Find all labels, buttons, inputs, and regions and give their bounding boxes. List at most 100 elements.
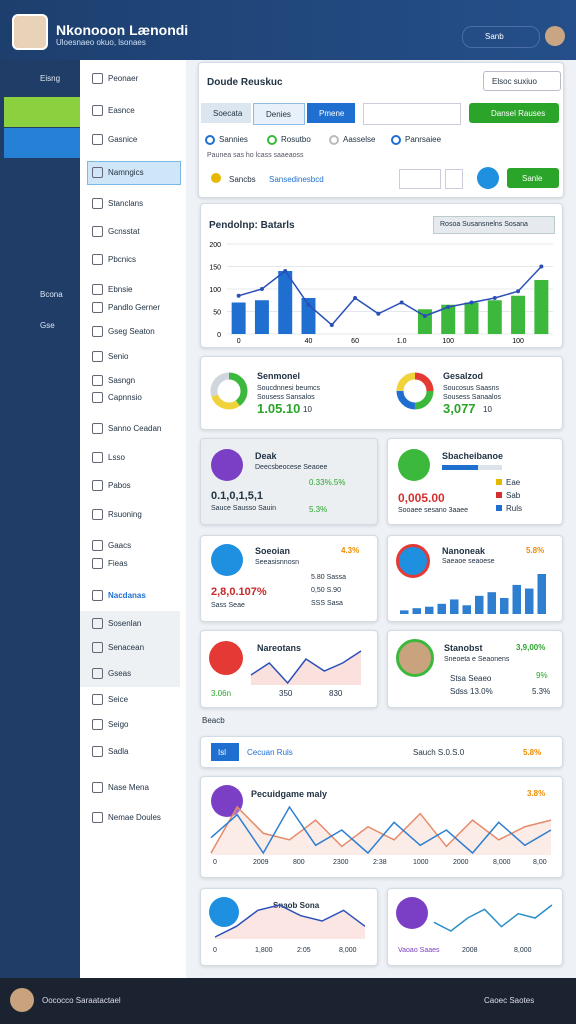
bar bbox=[412, 608, 421, 614]
legend-label: Ruls bbox=[506, 504, 523, 513]
nav-item[interactable]: Nase Mena bbox=[108, 783, 149, 792]
legend-swatch bbox=[496, 492, 502, 498]
subtitle: Uloesnaeo okuo, lsonaes bbox=[56, 38, 146, 47]
card-title: Deak bbox=[255, 451, 277, 461]
nav-item[interactable]: Sadla bbox=[108, 747, 129, 756]
nav-item[interactable]: Pabos bbox=[108, 481, 131, 490]
avatar[interactable] bbox=[12, 14, 48, 50]
tab[interactable]: Soecata bbox=[201, 103, 251, 123]
radio[interactable] bbox=[329, 135, 339, 145]
user-box[interactable] bbox=[462, 26, 540, 48]
stat-card: Deak Deecsbeocese Seaoee 0.33%.5% 0.1,0,… bbox=[200, 438, 378, 525]
nav-label[interactable]: Eisng bbox=[40, 74, 61, 83]
card-change: 0.33%.5% bbox=[309, 478, 346, 487]
donut-unit: 10 bbox=[303, 405, 312, 414]
stat-card: Nanoneak 5.8% Saeaoe seaoese bbox=[387, 535, 563, 622]
nav-item[interactable]: Sanno Ceadan bbox=[108, 424, 162, 433]
input[interactable] bbox=[363, 103, 461, 125]
nav-item[interactable]: Gseg Seaton bbox=[108, 327, 155, 336]
footer bbox=[0, 978, 576, 1024]
button[interactable]: Dansel Rauses bbox=[469, 103, 559, 123]
stepper[interactable] bbox=[399, 169, 441, 189]
nav-item[interactable]: Senacean bbox=[108, 643, 145, 652]
card-badge: 3,9,00% bbox=[516, 643, 546, 652]
icon bbox=[211, 173, 221, 183]
nav-item[interactable]: Lsso bbox=[108, 453, 125, 462]
tab[interactable]: Denies bbox=[253, 103, 305, 125]
nav-item[interactable]: Peonaer bbox=[108, 74, 139, 83]
progress-bar bbox=[442, 465, 478, 470]
card-title: Snaob Sona bbox=[273, 901, 320, 910]
bar bbox=[534, 280, 549, 334]
nav-item[interactable]: Fieas bbox=[108, 559, 128, 568]
nav-item[interactable]: Gaacs bbox=[108, 541, 132, 550]
donut-unit: 10 bbox=[483, 405, 492, 414]
nav-item[interactable]: Gasnice bbox=[108, 135, 138, 144]
select[interactable]: Elsoc suxiuo bbox=[483, 71, 561, 91]
avatar[interactable] bbox=[545, 26, 565, 46]
radio[interactable] bbox=[205, 135, 215, 145]
bar bbox=[537, 574, 546, 614]
radio[interactable] bbox=[391, 135, 401, 145]
dropdown[interactable]: Rosoa Susansnelns Sosana bbox=[433, 216, 555, 234]
nav-item[interactable]: Nacdanas bbox=[108, 591, 146, 600]
button[interactable]: Sanle bbox=[507, 168, 559, 188]
nav-item[interactable]: Namngics bbox=[108, 168, 144, 177]
mini-card: Snaob Sona 0 1,800 2:05 8,000 bbox=[200, 888, 378, 966]
close[interactable] bbox=[445, 169, 463, 189]
trend-card: Pecuidgame maly 3.8% 0 2009 800 2300 2:38 100… bbox=[200, 776, 563, 878]
nav-item[interactable]: Sosenlan bbox=[108, 619, 142, 628]
nav-item[interactable]: Pbcnics bbox=[108, 255, 137, 264]
nav-active[interactable] bbox=[4, 97, 80, 127]
line bbox=[210, 805, 552, 855]
x-tick-label: 8,000 bbox=[339, 947, 357, 954]
nav-item[interactable]: Capnnsio bbox=[108, 393, 142, 402]
x-tick-label: 100 bbox=[512, 338, 524, 345]
nav-icon bbox=[92, 326, 103, 337]
nav-label[interactable]: Gse bbox=[40, 321, 55, 330]
nav-item[interactable]: Seice bbox=[108, 695, 129, 704]
nav-item[interactable]: Sasngn bbox=[108, 376, 136, 385]
x-tick-label: 2:05 bbox=[297, 947, 311, 954]
nav-item[interactable] bbox=[4, 128, 80, 158]
nav-item[interactable]: Senio bbox=[108, 352, 129, 361]
line bbox=[210, 805, 552, 854]
donut-subtitle: Soucosus Saasns bbox=[443, 385, 500, 392]
nav-item[interactable]: Rsuoning bbox=[108, 510, 142, 519]
card-subtitle: Sneoeta e Seaonens bbox=[444, 656, 510, 663]
bar bbox=[450, 599, 459, 614]
x-tick-label: 2008 bbox=[462, 947, 478, 954]
option-label: Sannies bbox=[219, 135, 248, 144]
nav-item[interactable]: Stanclans bbox=[108, 199, 144, 208]
nav-item[interactable]: Nemae Doules bbox=[108, 813, 161, 822]
radio[interactable] bbox=[267, 135, 277, 145]
strip-label: Cecuan Ruls bbox=[247, 748, 293, 757]
stat-card: Stanobst 3,9,00% Sneoeta e Seaonens Stsa… bbox=[387, 630, 563, 708]
tab[interactable]: Pmene bbox=[307, 103, 355, 123]
avatar[interactable] bbox=[10, 988, 34, 1012]
nav-item[interactable]: Easnce bbox=[108, 106, 135, 115]
x-tick-label: 800 bbox=[293, 859, 305, 866]
nav-item[interactable]: Ebnsie bbox=[108, 285, 133, 294]
chart-card: Pendolnp: Batarls Rosoa Susansnelns Sosa… bbox=[200, 203, 563, 348]
option-label: Aasselse bbox=[343, 135, 376, 144]
nav-item[interactable]: Gseas bbox=[108, 669, 132, 678]
nav-item[interactable]: Pandlo Gerner bbox=[108, 303, 161, 312]
nav-label[interactable]: Bcona bbox=[40, 290, 63, 299]
bar bbox=[437, 603, 446, 614]
icon-button[interactable] bbox=[477, 167, 499, 189]
x-tick-label: 2009 bbox=[253, 859, 269, 866]
line bbox=[250, 650, 362, 685]
nav-item[interactable]: Seigo bbox=[108, 720, 129, 729]
area bbox=[211, 807, 551, 855]
trend-chart bbox=[210, 805, 552, 855]
x-tick-label: 0 bbox=[213, 947, 217, 954]
point bbox=[516, 289, 521, 294]
nav-item[interactable]: Gcnsstat bbox=[108, 227, 140, 236]
bar bbox=[487, 592, 496, 614]
x-tick-label: 8,000 bbox=[514, 947, 532, 954]
nav-icon bbox=[92, 375, 103, 386]
strip-value: 5.8% bbox=[523, 748, 542, 757]
area bbox=[215, 905, 365, 939]
